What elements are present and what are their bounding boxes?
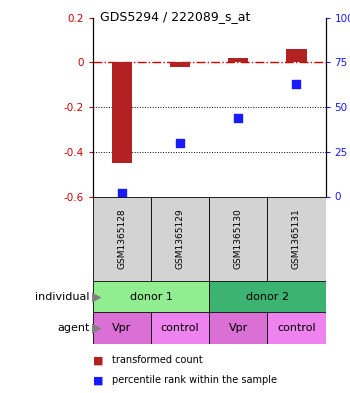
Text: donor 1: donor 1 — [130, 292, 172, 302]
Text: percentile rank within the sample: percentile rank within the sample — [112, 375, 277, 386]
Bar — [112, 62, 132, 163]
Point — [177, 140, 183, 146]
Point — [119, 190, 125, 196]
Text: ■: ■ — [93, 355, 103, 365]
Text: individual: individual — [35, 292, 89, 302]
Bar — [209, 312, 267, 344]
Text: ▶: ▶ — [92, 290, 102, 303]
Text: donor 2: donor 2 — [246, 292, 289, 302]
Point — [294, 81, 299, 87]
Bar — [228, 58, 248, 62]
Text: control: control — [161, 323, 199, 333]
Text: transformed count: transformed count — [112, 355, 203, 365]
Bar — [93, 281, 209, 312]
Text: Vpr: Vpr — [229, 323, 248, 333]
Text: ▶: ▶ — [92, 321, 102, 335]
Bar — [209, 196, 267, 281]
Text: GDS5294 / 222089_s_at: GDS5294 / 222089_s_at — [100, 10, 250, 23]
Text: GSM1365131: GSM1365131 — [292, 208, 301, 269]
Bar — [267, 312, 326, 344]
Bar — [267, 196, 326, 281]
Bar — [93, 196, 151, 281]
Text: GSM1365129: GSM1365129 — [176, 208, 184, 269]
Text: agent: agent — [57, 323, 89, 333]
Point — [236, 115, 241, 121]
Bar — [170, 62, 190, 67]
Bar — [93, 312, 151, 344]
Text: Vpr: Vpr — [112, 323, 132, 333]
Bar — [209, 281, 326, 312]
Bar — [151, 196, 209, 281]
Text: ■: ■ — [93, 375, 103, 386]
Text: GSM1365128: GSM1365128 — [117, 208, 126, 269]
Bar — [286, 49, 307, 62]
Text: GSM1365130: GSM1365130 — [234, 208, 243, 269]
Text: control: control — [277, 323, 316, 333]
Bar — [151, 312, 209, 344]
